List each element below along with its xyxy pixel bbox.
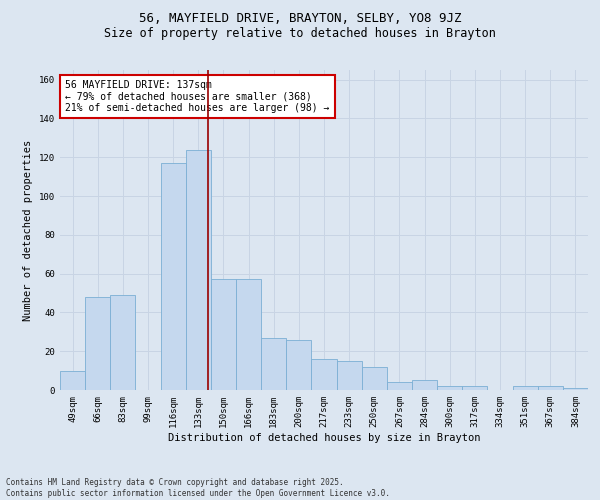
Bar: [85, 297, 110, 390]
Bar: [161, 163, 186, 390]
Bar: [261, 338, 286, 390]
Bar: [211, 280, 236, 390]
Bar: [512, 386, 538, 390]
Text: Contains HM Land Registry data © Crown copyright and database right 2025.
Contai: Contains HM Land Registry data © Crown c…: [6, 478, 390, 498]
X-axis label: Distribution of detached houses by size in Brayton: Distribution of detached houses by size …: [168, 432, 480, 442]
Bar: [387, 382, 412, 390]
Text: Size of property relative to detached houses in Brayton: Size of property relative to detached ho…: [104, 28, 496, 40]
Bar: [311, 359, 337, 390]
Bar: [337, 361, 362, 390]
Bar: [437, 386, 462, 390]
Bar: [186, 150, 211, 390]
Bar: [110, 295, 136, 390]
Bar: [412, 380, 437, 390]
Bar: [60, 370, 85, 390]
Bar: [563, 388, 588, 390]
Bar: [362, 366, 387, 390]
Bar: [286, 340, 311, 390]
Bar: [538, 386, 563, 390]
Text: 56, MAYFIELD DRIVE, BRAYTON, SELBY, YO8 9JZ: 56, MAYFIELD DRIVE, BRAYTON, SELBY, YO8 …: [139, 12, 461, 26]
Y-axis label: Number of detached properties: Number of detached properties: [23, 140, 34, 320]
Text: 56 MAYFIELD DRIVE: 137sqm
← 79% of detached houses are smaller (368)
21% of semi: 56 MAYFIELD DRIVE: 137sqm ← 79% of detac…: [65, 80, 329, 113]
Bar: [462, 386, 487, 390]
Bar: [236, 280, 261, 390]
